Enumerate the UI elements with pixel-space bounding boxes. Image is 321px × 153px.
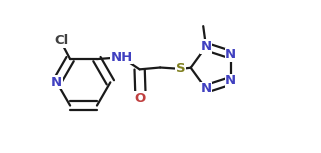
Text: NH: NH bbox=[110, 51, 133, 64]
Text: N: N bbox=[200, 40, 212, 53]
Text: N: N bbox=[225, 74, 236, 87]
Text: O: O bbox=[135, 92, 146, 105]
Text: Cl: Cl bbox=[54, 34, 68, 47]
Text: N: N bbox=[225, 48, 236, 61]
Text: N: N bbox=[51, 76, 62, 89]
Text: N: N bbox=[200, 82, 212, 95]
Text: S: S bbox=[176, 62, 186, 75]
